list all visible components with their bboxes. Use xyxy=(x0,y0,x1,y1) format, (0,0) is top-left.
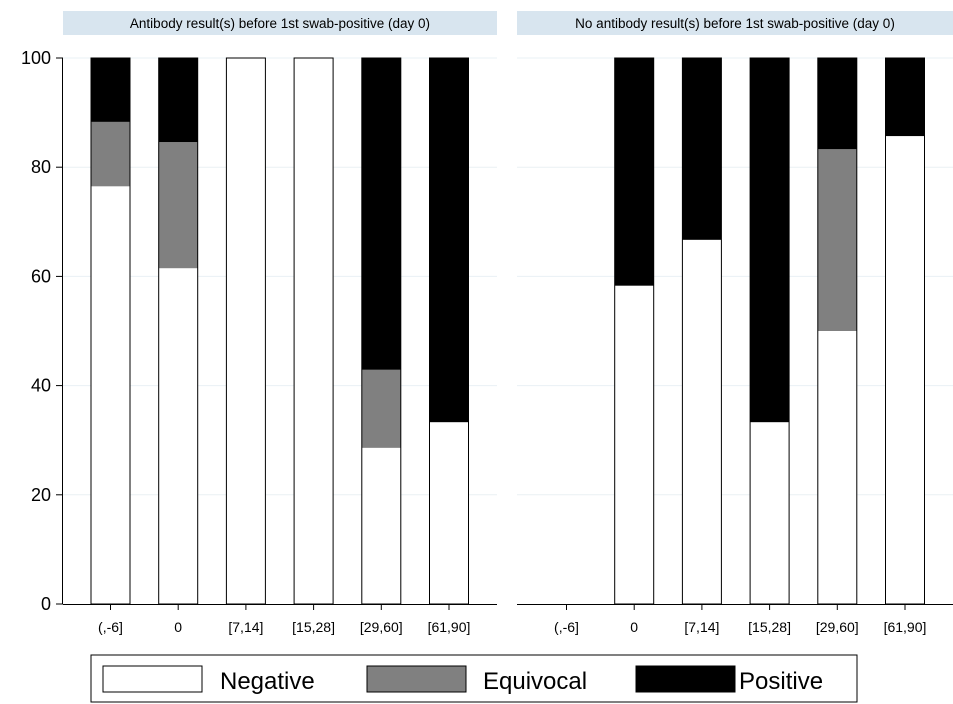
panel-2: No antibody result(s) before 1st swab-po… xyxy=(517,11,953,635)
x-tick-label: [29,60] xyxy=(360,619,403,635)
y-tick-label: 0 xyxy=(41,594,51,614)
bar-positive-1-4 xyxy=(361,58,401,370)
x-tick-label: (,-6] xyxy=(554,619,579,635)
x-tick-label: (,-6] xyxy=(98,619,123,635)
x-tick-label: [61,90] xyxy=(884,619,927,635)
legend: Negative Equivocal Positive xyxy=(90,654,858,703)
legend-swatch-negative xyxy=(102,665,203,693)
bar-positive-1-1 xyxy=(158,58,198,143)
bar-negative-1-0 xyxy=(91,186,130,604)
y-tick-label: 80 xyxy=(31,157,51,177)
bar-positive-2-4 xyxy=(817,58,857,150)
legend-label-positive: Positive xyxy=(739,668,823,695)
bar-positive-1-0 xyxy=(91,58,130,122)
chart-panels: Antibody result(s) before 1st swab-posit… xyxy=(21,11,953,635)
bar-negative-1-2 xyxy=(226,58,266,604)
y-tick-label: 60 xyxy=(31,266,51,286)
bar-negative-1-4 xyxy=(361,447,401,604)
bar-negative-2-2 xyxy=(682,239,722,604)
legend-label-negative: Negative xyxy=(220,668,315,695)
bar-negative-2-1 xyxy=(614,285,654,604)
bar-negative-2-5 xyxy=(885,136,925,604)
panel-title: Antibody result(s) before 1st swab-posit… xyxy=(130,16,430,31)
bar-negative-2-4 xyxy=(817,331,857,604)
bar-equivocal-2-4 xyxy=(817,149,857,331)
y-tick-label: 100 xyxy=(21,48,51,68)
x-tick-label: [61,90] xyxy=(428,619,471,635)
bar-negative-1-5 xyxy=(429,422,469,604)
bar-positive-1-5 xyxy=(429,58,469,423)
x-tick-label: [7,14] xyxy=(228,619,263,635)
bar-positive-2-5 xyxy=(885,58,925,137)
x-tick-label: [29,60] xyxy=(816,619,859,635)
bar-negative-1-3 xyxy=(294,58,334,604)
panel-title-strip xyxy=(63,11,497,35)
y-tick-label: 40 xyxy=(31,376,51,396)
bar-equivocal-1-4 xyxy=(361,369,401,448)
legend-swatch-positive xyxy=(635,665,736,693)
bar-negative-1-1 xyxy=(158,268,198,604)
x-tick-label: 0 xyxy=(174,619,182,635)
x-tick-label: 0 xyxy=(630,619,638,635)
x-tick-label: [15,28] xyxy=(748,619,791,635)
panel-1: Antibody result(s) before 1st swab-posit… xyxy=(21,11,497,635)
x-tick-label: [15,28] xyxy=(292,619,335,635)
x-tick-label: [7,14] xyxy=(684,619,719,635)
bar-equivocal-1-0 xyxy=(91,121,130,187)
bar-positive-2-1 xyxy=(614,58,654,286)
bar-negative-2-3 xyxy=(750,422,790,604)
bar-positive-2-3 xyxy=(750,58,790,423)
legend-label-equivocal: Equivocal xyxy=(483,668,587,695)
legend-swatch-equivocal xyxy=(366,665,467,693)
panel-title-strip xyxy=(517,11,953,35)
y-tick-label: 20 xyxy=(31,485,51,505)
panel-title: No antibody result(s) before 1st swab-po… xyxy=(575,16,895,31)
bar-equivocal-1-1 xyxy=(158,142,198,269)
bar-positive-2-2 xyxy=(682,58,722,240)
